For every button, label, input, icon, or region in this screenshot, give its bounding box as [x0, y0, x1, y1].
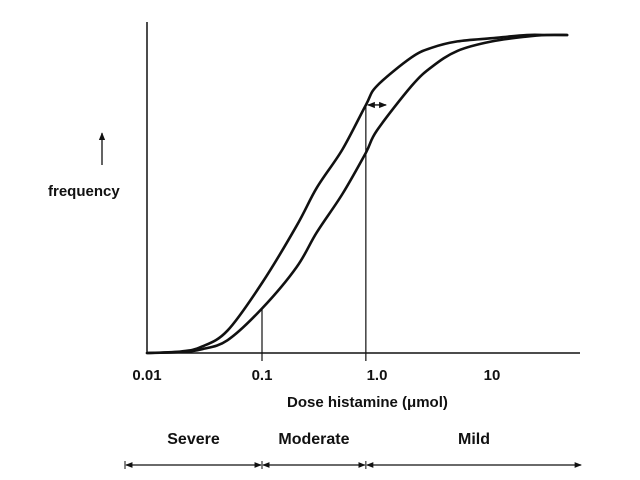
y-axis-label: frequency	[48, 183, 120, 200]
category-label-mild: Mild	[458, 431, 490, 448]
category-label-moderate: Moderate	[278, 431, 349, 448]
reference-lines	[261, 104, 367, 361]
category-label-severe: Severe	[167, 431, 220, 448]
curve-series-0	[145, 33, 569, 355]
x-tick-label-3: 10	[484, 367, 501, 384]
curves	[145, 33, 569, 355]
x-tick-label-2: 1.0	[367, 367, 388, 384]
x-tick-label-0: 0.01	[132, 367, 161, 384]
severity-categories: Severe Moderate Mild	[124, 431, 582, 469]
curve-series-1	[145, 33, 569, 355]
x-tick-labels: 0.01 0.1 1.0 10	[132, 367, 500, 384]
x-tick-label-1: 0.1	[252, 367, 273, 384]
x-axis-label: Dose histamine (μmol)	[287, 394, 448, 411]
